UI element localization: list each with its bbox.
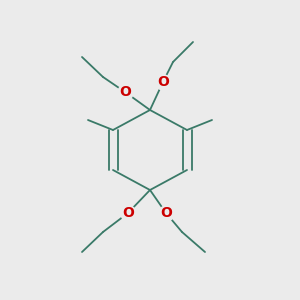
Text: O: O	[160, 206, 172, 220]
Text: O: O	[122, 206, 134, 220]
Text: O: O	[119, 85, 131, 99]
Text: O: O	[157, 75, 169, 89]
